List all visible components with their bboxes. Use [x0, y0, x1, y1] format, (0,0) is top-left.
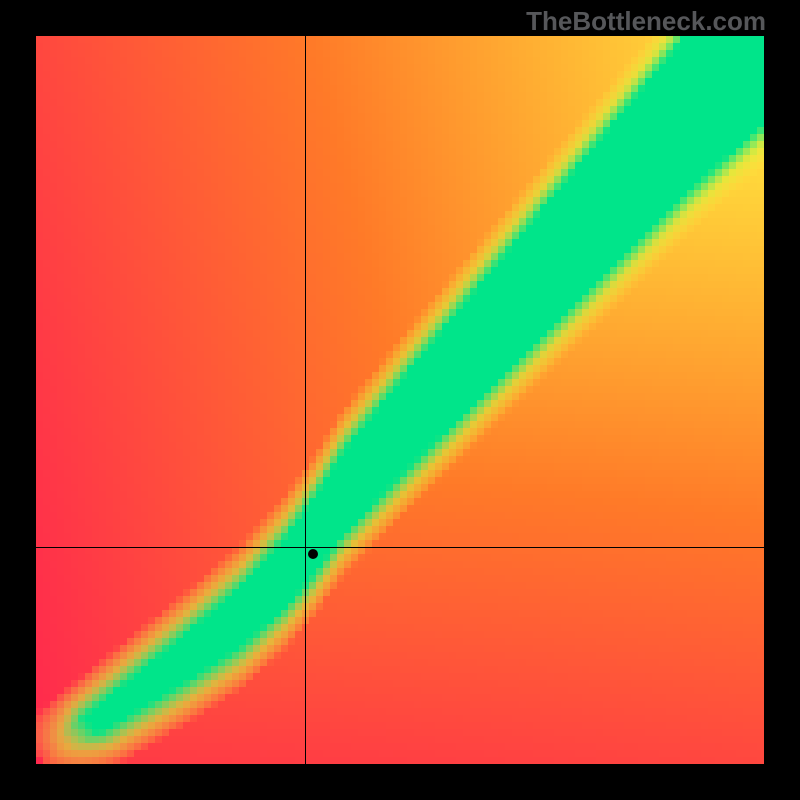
chart-container: TheBottleneck.com [0, 0, 800, 800]
watermark-text: TheBottleneck.com [526, 6, 766, 37]
crosshair-horizontal [36, 547, 764, 548]
bottleneck-heatmap [36, 36, 764, 764]
crosshair-vertical [305, 36, 306, 764]
selection-marker [308, 549, 318, 559]
